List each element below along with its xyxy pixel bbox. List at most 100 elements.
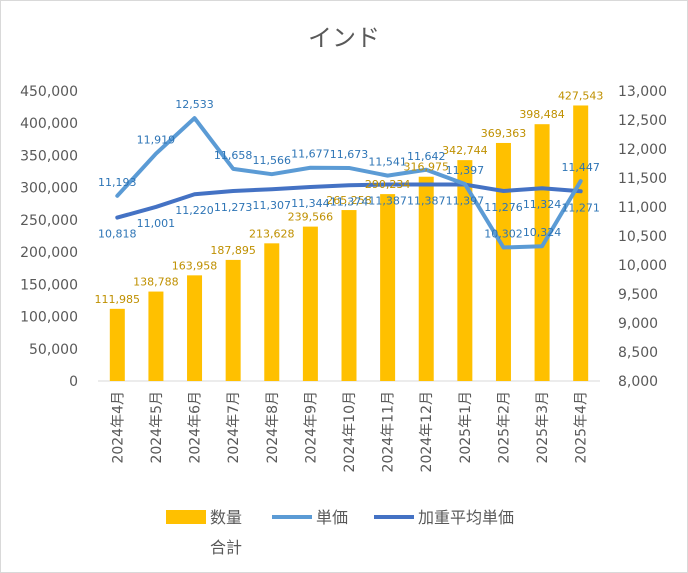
right-tick-label: 8,000: [618, 374, 658, 390]
left-tick-label: 200,000: [20, 245, 78, 261]
left-axis-ticks: 0 50,000 100,000 150,000 200,000 250,000 300,0…: [20, 84, 78, 390]
bar-value-label: 111,985: [95, 293, 141, 306]
bar: [302, 226, 318, 381]
unit-price-label: 11,642: [407, 150, 446, 163]
unit-price-label: 11,919: [137, 134, 176, 147]
unit-price-label: 11,447: [561, 161, 600, 174]
legend-label-weighted-avg: 加重平均単価: [418, 508, 514, 527]
category-label: 2024年9月: [303, 391, 319, 464]
unit-price-label: 11,566: [253, 154, 292, 167]
weighted-avg-label: 11,271: [561, 201, 600, 214]
bar-series: [109, 105, 589, 381]
right-tick-label: 8,500: [618, 345, 658, 361]
right-tick-label: 9,500: [618, 287, 658, 303]
bar-value-label: 369,363: [481, 127, 527, 140]
bar: [148, 291, 164, 381]
unit-price-label: 11,658: [214, 149, 253, 162]
weighted-avg-label: 10,818: [98, 228, 137, 241]
bar: [573, 105, 589, 381]
right-tick-label: 13,000: [618, 84, 667, 100]
category-label: 2025年2月: [496, 391, 512, 464]
bar-value-label: 213,628: [249, 227, 295, 240]
bar-value-label: 290,234: [365, 178, 411, 191]
category-label: 2025年4月: [574, 391, 590, 464]
bar: [534, 124, 550, 381]
weighted-avg-label: 11,387: [368, 195, 407, 208]
bar-value-label: 265,258: [326, 194, 372, 207]
weighted-avg-label: 11,387: [407, 195, 446, 208]
left-tick-label: 50,000: [29, 342, 78, 358]
right-tick-label: 11,000: [618, 200, 667, 216]
bar-value-label: 398,484: [519, 108, 565, 121]
bar: [264, 243, 280, 381]
unit-price-label: 11,673: [330, 148, 369, 161]
bar-value-label: 316,975: [403, 161, 449, 174]
right-tick-label: 10,000: [618, 258, 667, 274]
bar: [457, 160, 473, 381]
weighted-avg-label: 11,344: [291, 197, 330, 210]
category-labels: 2024年4月 2024年5月 2024年6月 2024年7月 2024年8月 2024年…: [110, 391, 589, 472]
unit-price-label: 11,541: [368, 156, 407, 169]
right-tick-label: 12,000: [618, 142, 667, 158]
bar: [109, 308, 125, 381]
unit-price-label: 10,302: [484, 227, 523, 240]
category-label: 2024年12月: [419, 391, 435, 472]
left-tick-label: 250,000: [20, 213, 78, 229]
bar-value-label: 138,788: [133, 276, 179, 289]
bar-data-labels: 111,985 138,788 163,958 187,895 213,628 239,5…: [95, 89, 604, 305]
unit-price-label: 10,324: [523, 226, 562, 239]
category-label: 2024年10月: [342, 391, 358, 472]
legend-label-total: 合計: [210, 538, 242, 557]
right-axis-ticks: 8,000 8,500 9,000 9,500 10,000 10,500 11,000 11…: [618, 84, 667, 390]
weighted-avg-label: 11,001: [137, 217, 176, 230]
category-label: 2024年4月: [110, 391, 126, 464]
legend-label-unit-price: 単価: [316, 508, 348, 527]
bar-value-label: 239,566: [288, 211, 334, 224]
category-label: 2024年11月: [381, 391, 397, 472]
left-tick-label: 100,000: [20, 310, 78, 326]
unit-price-label: 11,193: [98, 176, 137, 189]
left-tick-label: 300,000: [20, 181, 78, 197]
right-tick-label: 10,500: [618, 229, 667, 245]
weighted-avg-label: 11,397: [446, 195, 485, 208]
bar: [418, 176, 434, 381]
bar: [495, 142, 511, 381]
legend: 数量 合計 単価 加重平均単価: [166, 508, 514, 557]
left-tick-label: 450,000: [20, 84, 78, 100]
left-tick-label: 400,000: [20, 116, 78, 132]
unit-price-label: 11,677: [291, 148, 330, 161]
left-tick-label: 350,000: [20, 148, 78, 164]
category-label: 2024年6月: [188, 391, 204, 464]
category-label: 2025年1月: [458, 391, 474, 464]
category-label: 2024年5月: [149, 391, 165, 464]
left-tick-label: 0: [69, 374, 78, 390]
weighted-avg-label: 11,374: [330, 195, 369, 208]
bar: [341, 210, 357, 381]
left-tick-label: 150,000: [20, 277, 78, 293]
right-tick-label: 11,500: [618, 171, 667, 187]
bar-value-label: 342,744: [442, 144, 488, 157]
bar-value-label: 427,543: [558, 89, 604, 102]
chart-title: インド: [308, 24, 380, 52]
weighted-avg-label: 11,276: [484, 201, 523, 214]
bar-value-label: 163,958: [172, 259, 218, 272]
category-label: 2025年3月: [535, 391, 551, 464]
unit-price-label: 12,533: [175, 98, 214, 111]
category-label: 2024年8月: [265, 391, 281, 464]
bar-value-label: 187,895: [210, 244, 256, 257]
weighted-avg-label: 11,220: [175, 204, 214, 217]
unit-price-line: [115, 116, 583, 250]
bar: [225, 259, 241, 381]
weighted-avg-label: 11,307: [253, 199, 292, 212]
category-label: 2024年7月: [226, 391, 242, 464]
right-tick-label: 9,000: [618, 316, 658, 332]
weighted-avg-label: 11,273: [214, 201, 253, 214]
weighted-avg-line: [115, 182, 583, 220]
bar: [380, 194, 396, 381]
bar: [187, 275, 203, 381]
legend-label-quantity: 数量: [210, 508, 242, 527]
unit-price-label: 11,397: [446, 164, 485, 177]
